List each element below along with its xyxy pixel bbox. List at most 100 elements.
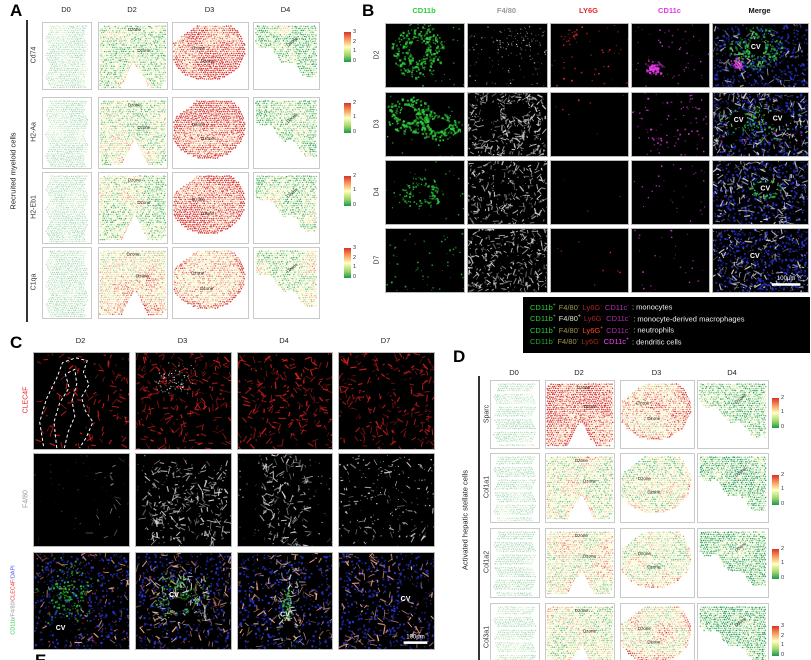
legend-marker: F4/80+ <box>558 314 581 324</box>
fluor-tile-b-d4-f480 <box>467 160 548 225</box>
colorbar-col1a2 <box>772 549 779 579</box>
panel-b-col-header-cd11b: CD11b <box>412 6 436 15</box>
fluor-tile-b-d4-merge <box>712 160 809 225</box>
legend-cell-type: : monocyte-derived macrophages <box>633 314 745 324</box>
colorbar-col1a1 <box>772 475 779 505</box>
colorbar-tick: 3 <box>353 245 357 251</box>
legend-marker: Ly6G- <box>583 302 602 312</box>
colorbar-tick: 1 <box>781 486 785 493</box>
legend-marker-sign: + <box>552 325 556 332</box>
fluor-tile-b-d7-merge <box>712 228 809 293</box>
fluor-tile-c-f480-d4 <box>237 453 333 547</box>
legend-marker: F4/80- <box>559 302 580 312</box>
spatial-tile-c1qa-d2 <box>98 247 168 319</box>
colorbar-tick: 0 <box>353 273 357 280</box>
cell-type-legend: CD11b+ F4/80- Ly6G- CD11c-: monocytes CD11b+… <box>523 297 810 353</box>
legend-line: CD11b+ F4/80- Ly6G- CD11c-: monocytes <box>530 302 803 313</box>
legend-marker-sign: + <box>600 325 604 332</box>
legend-marker-name: CD11b <box>530 337 553 347</box>
fluor-tile-c-merge-d2 <box>33 552 130 650</box>
fluor-tile-b-d7-cd11c <box>631 228 710 293</box>
spatial-tile-cd74-d4 <box>253 22 320 90</box>
fluor-tile-b-d4-cd11b <box>385 160 465 225</box>
legend-marker-sign: - <box>600 302 602 308</box>
spatial-tile-h2-eb1-d2 <box>98 172 168 244</box>
legend-marker-name: CD11c <box>606 325 629 335</box>
spatial-tile-h2-eb1-d3 <box>172 172 249 244</box>
legend-marker-name: Ly6G <box>581 337 599 347</box>
legend-marker-sign: - <box>577 302 580 308</box>
colorbar-tick: 0 <box>353 128 357 135</box>
panel-a-group-label: Recruited myeloid cells <box>8 132 18 210</box>
panel-d-bracket <box>478 376 480 660</box>
spatial-tile-col3a1-d4 <box>697 603 769 660</box>
legend-marker: F4/80- <box>558 325 580 335</box>
legend-marker-name: F4/80 <box>558 314 578 324</box>
panel-b-row-label-d7: D7 <box>373 255 381 264</box>
colorbar-cd74 <box>344 32 351 62</box>
spatial-tile-col3a1-d3 <box>620 603 695 660</box>
fluor-tile-b-d3-merge <box>712 92 809 157</box>
colorbar-ticks-cd74: 3 2 1 0 <box>353 29 357 64</box>
panel-b-row-label-d4: D4 <box>373 187 381 196</box>
spatial-tile-cd74-d3 <box>172 22 249 90</box>
legend-marker-sign: - <box>576 336 579 343</box>
fluor-tile-b-d3-cd11c <box>631 92 710 157</box>
fluor-tile-b-d2-cd11c <box>631 23 710 88</box>
colorbar-tick: 0 <box>781 574 785 581</box>
colorbar-tick: 0 <box>781 651 785 658</box>
row-label-c1qa: C1qa <box>30 273 38 291</box>
legend-marker-name: F4/80 <box>558 325 578 335</box>
colorbar-tick: 0 <box>353 57 357 64</box>
panel-c-label: C <box>10 333 23 352</box>
spatial-tile-cd74-d2 <box>98 22 168 90</box>
legend-marker-name: CD11b <box>530 325 553 335</box>
spatial-tile-c1qa-d0 <box>42 247 92 319</box>
merge-label-segment: F4/80 <box>10 602 17 617</box>
fluor-tile-c-merge-d4 <box>237 552 333 650</box>
panel-b-col-header-f480: F4/80 <box>496 6 517 15</box>
spatial-tile-col3a1-d2 <box>545 603 615 660</box>
legend-marker-name: CD11b <box>530 302 553 312</box>
spatial-tile-sparc-d0 <box>490 380 540 449</box>
panel-b-col-header-merge: Merge <box>748 6 771 15</box>
row-label-h2-eb1: H2-Eb1 <box>30 195 38 219</box>
fluor-tile-c-f480-d2 <box>33 453 130 547</box>
fluor-tile-c-merge-d7 <box>338 552 435 650</box>
colorbar-tick: 2 <box>781 546 785 552</box>
panel-d-label: D <box>453 347 466 366</box>
spatial-tile-col1a1-d3 <box>620 453 695 523</box>
legend-marker-sign: - <box>601 313 604 320</box>
spatial-tile-h2-aa-d0 <box>42 97 92 169</box>
panel-d-col-header-d4: D4 <box>727 368 737 377</box>
colorbar-tick: 2 <box>781 472 785 478</box>
legend-marker: Ly6G+ <box>583 325 604 335</box>
colorbar-tick: 0 <box>353 201 357 208</box>
colorbar-col3a1 <box>772 626 779 656</box>
spatial-tile-col1a2-d4 <box>697 528 769 598</box>
panel-c-col-header-d4: D4 <box>279 336 289 345</box>
panel-a-col-header-d0: D0 <box>61 5 71 14</box>
panel-b-row-label-d2: D2 <box>373 50 381 59</box>
colorbar-tick: 2 <box>353 38 357 45</box>
colorbar-tick: 0 <box>781 500 785 507</box>
fluor-tile-b-d7-cd11b <box>385 228 465 293</box>
legend-line: CD11b- F4/80- Ly6G- CD11c+: dendritic cells <box>530 337 803 348</box>
panel-e-label-clipped: E <box>35 652 46 660</box>
legend-line: CD11b+ F4/80- Ly6G+ CD11c-: neutrophils <box>530 325 803 336</box>
spatial-tile-h2-eb1-d0 <box>42 172 92 244</box>
fluor-tile-b-d7-f480 <box>467 228 548 293</box>
legend-marker-sign: - <box>628 313 631 320</box>
colorbar-tick: 0 <box>781 423 785 430</box>
fluor-tile-b-d4-cd11c <box>631 160 710 225</box>
fluor-tile-c-clec4f-d2 <box>33 352 130 450</box>
legend-marker: CD11c- <box>606 313 631 324</box>
panel-a-col-header-d3: D3 <box>204 5 215 14</box>
panel-d-col-header-d2: D2 <box>574 368 584 377</box>
panel-a-label: A <box>10 1 23 20</box>
legend-marker-name: Ly6G <box>583 314 602 324</box>
legend-cell-type: : dendritic cells <box>631 337 682 347</box>
legend-marker: Ly6G- <box>583 313 604 324</box>
colorbar-tick: 1 <box>353 48 357 54</box>
spatial-tile-cd74-d0 <box>42 22 92 90</box>
